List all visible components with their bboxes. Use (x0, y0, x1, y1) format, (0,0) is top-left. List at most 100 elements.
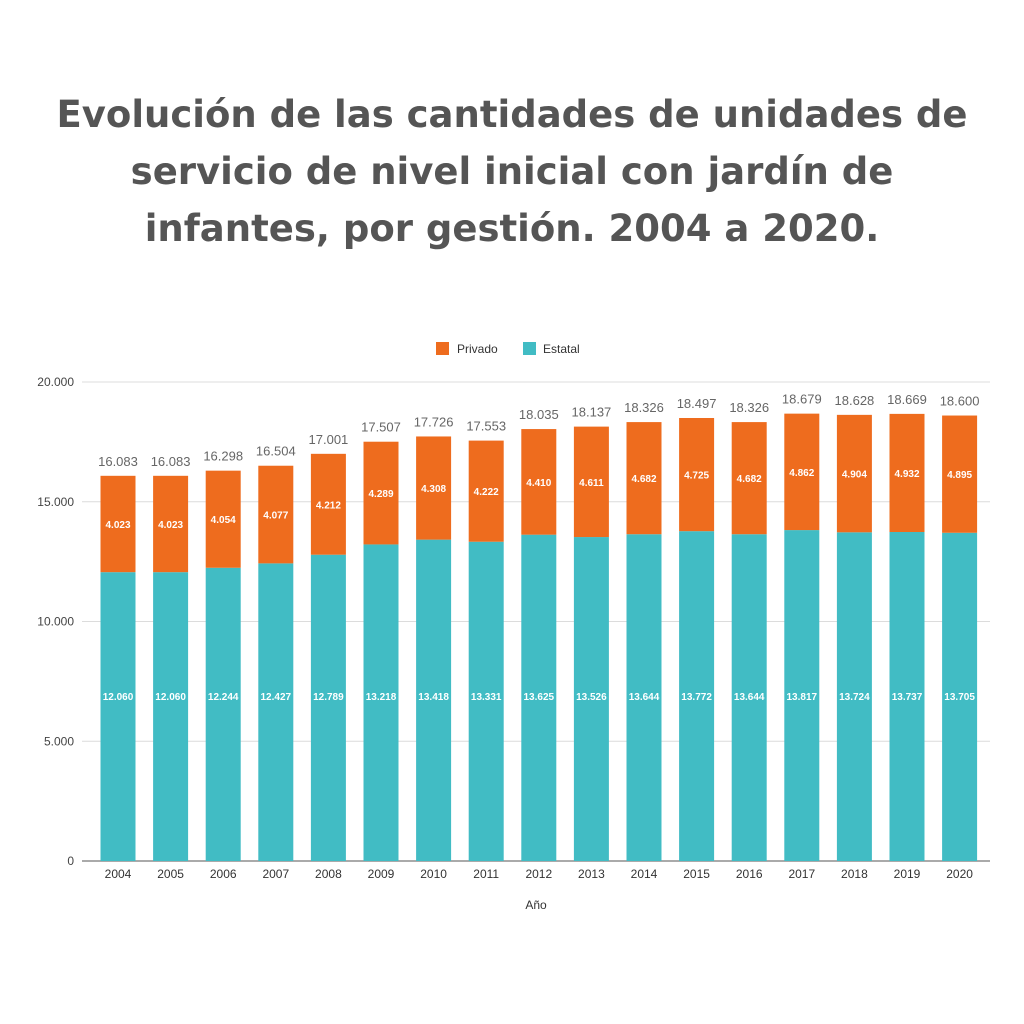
data-label-estatal: 13.724 (839, 692, 870, 703)
bar-estatal (784, 530, 820, 861)
bar-estatal (889, 531, 925, 861)
bar-estatal (100, 572, 136, 861)
data-label-privado: 4.682 (631, 474, 656, 485)
bar-estatal (942, 532, 978, 861)
legend-label-privado: Privado (457, 342, 498, 356)
data-label-estatal: 13.705 (944, 692, 975, 703)
total-label: 18.326 (624, 400, 664, 415)
data-label-estatal: 12.789 (313, 692, 344, 703)
bar-estatal (521, 534, 557, 861)
x-tick-label: 2016 (736, 867, 763, 881)
legend-swatch-estatal (523, 342, 536, 355)
total-label: 16.083 (98, 454, 138, 469)
bar-estatal (363, 544, 399, 861)
data-label-privado: 4.682 (737, 474, 762, 485)
data-label-privado: 4.054 (211, 515, 236, 526)
data-label-privado: 4.289 (368, 489, 393, 500)
x-tick-label: 2004 (105, 867, 132, 881)
data-label-estatal: 12.060 (103, 692, 134, 703)
x-tick-label: 2014 (631, 867, 658, 881)
x-tick-label: 2020 (946, 867, 973, 881)
bar-privado (836, 414, 872, 533)
data-label-estatal: 12.427 (261, 692, 292, 703)
total-label: 17.553 (466, 419, 506, 434)
total-label: 18.679 (782, 392, 822, 407)
x-tick-label: 2008 (315, 867, 342, 881)
bar-privado (784, 413, 820, 531)
data-label-estatal: 13.772 (681, 692, 712, 703)
total-label: 18.600 (940, 394, 980, 409)
x-tick-label: 2018 (841, 867, 868, 881)
bar-estatal (205, 567, 241, 861)
bar-privado (731, 422, 767, 535)
y-tick-label: 20.000 (37, 375, 74, 389)
total-label: 17.726 (414, 414, 454, 429)
total-label: 18.326 (729, 400, 769, 415)
bar-estatal (258, 563, 294, 861)
x-tick-label: 2017 (788, 867, 815, 881)
data-label-estatal: 13.218 (366, 692, 397, 703)
total-label: 18.137 (572, 405, 612, 420)
bar-privado (258, 465, 294, 564)
y-tick-label: 10.000 (37, 615, 74, 629)
total-label: 16.504 (256, 444, 296, 459)
data-label-estatal: 12.244 (208, 692, 239, 703)
bar-privado (679, 417, 715, 532)
total-label: 18.035 (519, 407, 559, 422)
total-label: 17.507 (361, 420, 401, 435)
total-label: 18.669 (887, 392, 927, 407)
data-label-privado: 4.895 (947, 470, 972, 481)
data-label-privado: 4.611 (579, 478, 604, 489)
total-label: 17.001 (309, 432, 349, 447)
total-label: 16.298 (203, 449, 243, 464)
data-label-privado: 4.222 (474, 487, 499, 498)
total-label: 18.497 (677, 396, 717, 411)
bar-privado (626, 422, 662, 535)
bar-privado (100, 475, 136, 573)
total-label: 16.083 (151, 454, 191, 469)
data-label-estatal: 13.644 (734, 692, 765, 703)
data-label-privado: 4.308 (421, 484, 446, 495)
data-label-privado: 4.725 (684, 471, 709, 482)
data-label-privado: 4.932 (894, 469, 919, 480)
x-tick-label: 2010 (420, 867, 447, 881)
data-label-estatal: 13.331 (471, 692, 502, 703)
bar-privado (573, 426, 609, 538)
data-label-privado: 4.212 (316, 500, 341, 511)
data-label-estatal: 13.644 (629, 692, 660, 703)
x-tick-label: 2006 (210, 867, 237, 881)
bar-estatal (310, 554, 346, 861)
data-label-estatal: 13.625 (524, 692, 555, 703)
bar-privado (363, 441, 399, 545)
x-tick-label: 2009 (368, 867, 395, 881)
x-tick-label: 2011 (473, 867, 499, 881)
x-tick-label: 2005 (157, 867, 184, 881)
bar-estatal (626, 534, 662, 861)
x-tick-label: 2019 (894, 867, 921, 881)
bar-privado (889, 413, 925, 532)
chart-title: Evolución de las cantidades de unidades … (56, 93, 968, 250)
bar-privado (205, 470, 241, 568)
data-label-privado: 4.904 (842, 470, 867, 481)
data-label-estatal: 13.418 (418, 692, 449, 703)
total-label: 18.628 (835, 393, 875, 408)
data-label-privado: 4.862 (789, 468, 814, 479)
x-tick-label: 2013 (578, 867, 605, 881)
bar-privado (310, 453, 346, 555)
bar-estatal (679, 531, 715, 861)
bar-privado (521, 429, 557, 535)
x-tick-label: 2015 (683, 867, 710, 881)
bar-estatal (836, 532, 872, 861)
bar-estatal (731, 534, 767, 861)
data-label-estatal: 13.817 (787, 692, 818, 703)
bar-privado (416, 436, 452, 540)
data-label-privado: 4.410 (526, 478, 551, 489)
bar-estatal (468, 541, 504, 861)
data-label-estatal: 13.526 (576, 692, 607, 703)
data-label-estatal: 12.060 (155, 692, 186, 703)
x-axis-label: Año (525, 898, 547, 912)
bar-privado (468, 440, 504, 542)
data-label-privado: 4.023 (105, 520, 130, 531)
legend-label-estatal: Estatal (543, 342, 580, 356)
